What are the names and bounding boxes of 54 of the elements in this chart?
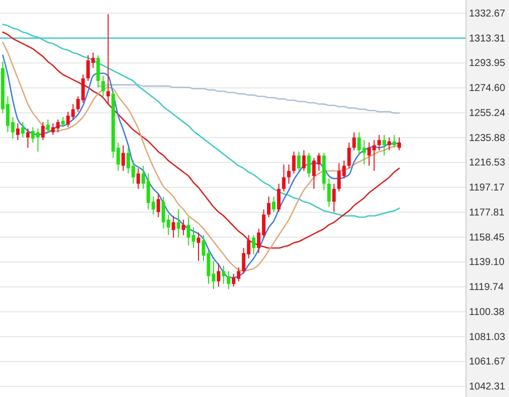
y-tick-label: 1139.10 [469,257,505,268]
candlestick [106,14,110,105]
candlestick [347,142,351,169]
candlestick [252,234,256,255]
candlestick [121,144,125,172]
candlestick [172,215,176,238]
candlestick [226,270,230,290]
candlestick [307,152,311,178]
y-tick-label: 1313.31 [469,33,506,44]
candlestick [332,183,336,212]
y-tick-label: 1274.60 [469,83,506,94]
y-tick-label: 1119.74 [469,282,504,294]
candlestick [21,122,25,138]
y-tick-label: 1061.67 [469,356,506,368]
candlestick [222,265,226,284]
candlestick [387,136,391,151]
candlestick [272,196,276,212]
candlestick [397,136,401,151]
candlestick [46,118,50,133]
candlestick [382,134,386,156]
y-tick-label: 1197.17 [469,182,505,194]
candlestick [352,132,356,151]
candlestick [101,75,105,97]
y-tick-label: 1100.38 [469,306,505,318]
y-tick-label: 1293.95 [469,58,506,70]
candlestick [16,122,20,141]
y-tick-label: 1255.24 [469,108,506,119]
y-tick-label: 1177.81 [469,207,505,218]
candlestick [176,208,180,238]
candlestick [292,151,296,174]
candlestick [96,54,100,88]
y-tick-label: 1216.53 [469,158,506,169]
candlestick [266,196,271,218]
y-tick-label: 1235.88 [469,132,506,144]
candlestick [302,150,306,172]
candlestick [327,178,331,208]
candlestick [282,164,286,192]
y-tick-label: 1042.31 [469,382,506,393]
candlestick [61,116,65,128]
candlestick [287,164,291,184]
candlestick [136,168,140,190]
y-tick-label: 1158.45 [469,232,505,244]
candlestick [26,128,30,148]
candlestick [182,219,186,236]
candlestick [196,232,200,262]
candlestick [216,262,220,288]
y-tick-label: 1081.03 [469,332,506,343]
candlestick [156,194,160,218]
candlestick [392,134,396,148]
candlestick [377,134,381,151]
candlestick [41,122,45,141]
y-tick-label: 1332.67 [469,8,506,20]
candlestick [297,151,301,172]
candlestick [277,183,281,212]
